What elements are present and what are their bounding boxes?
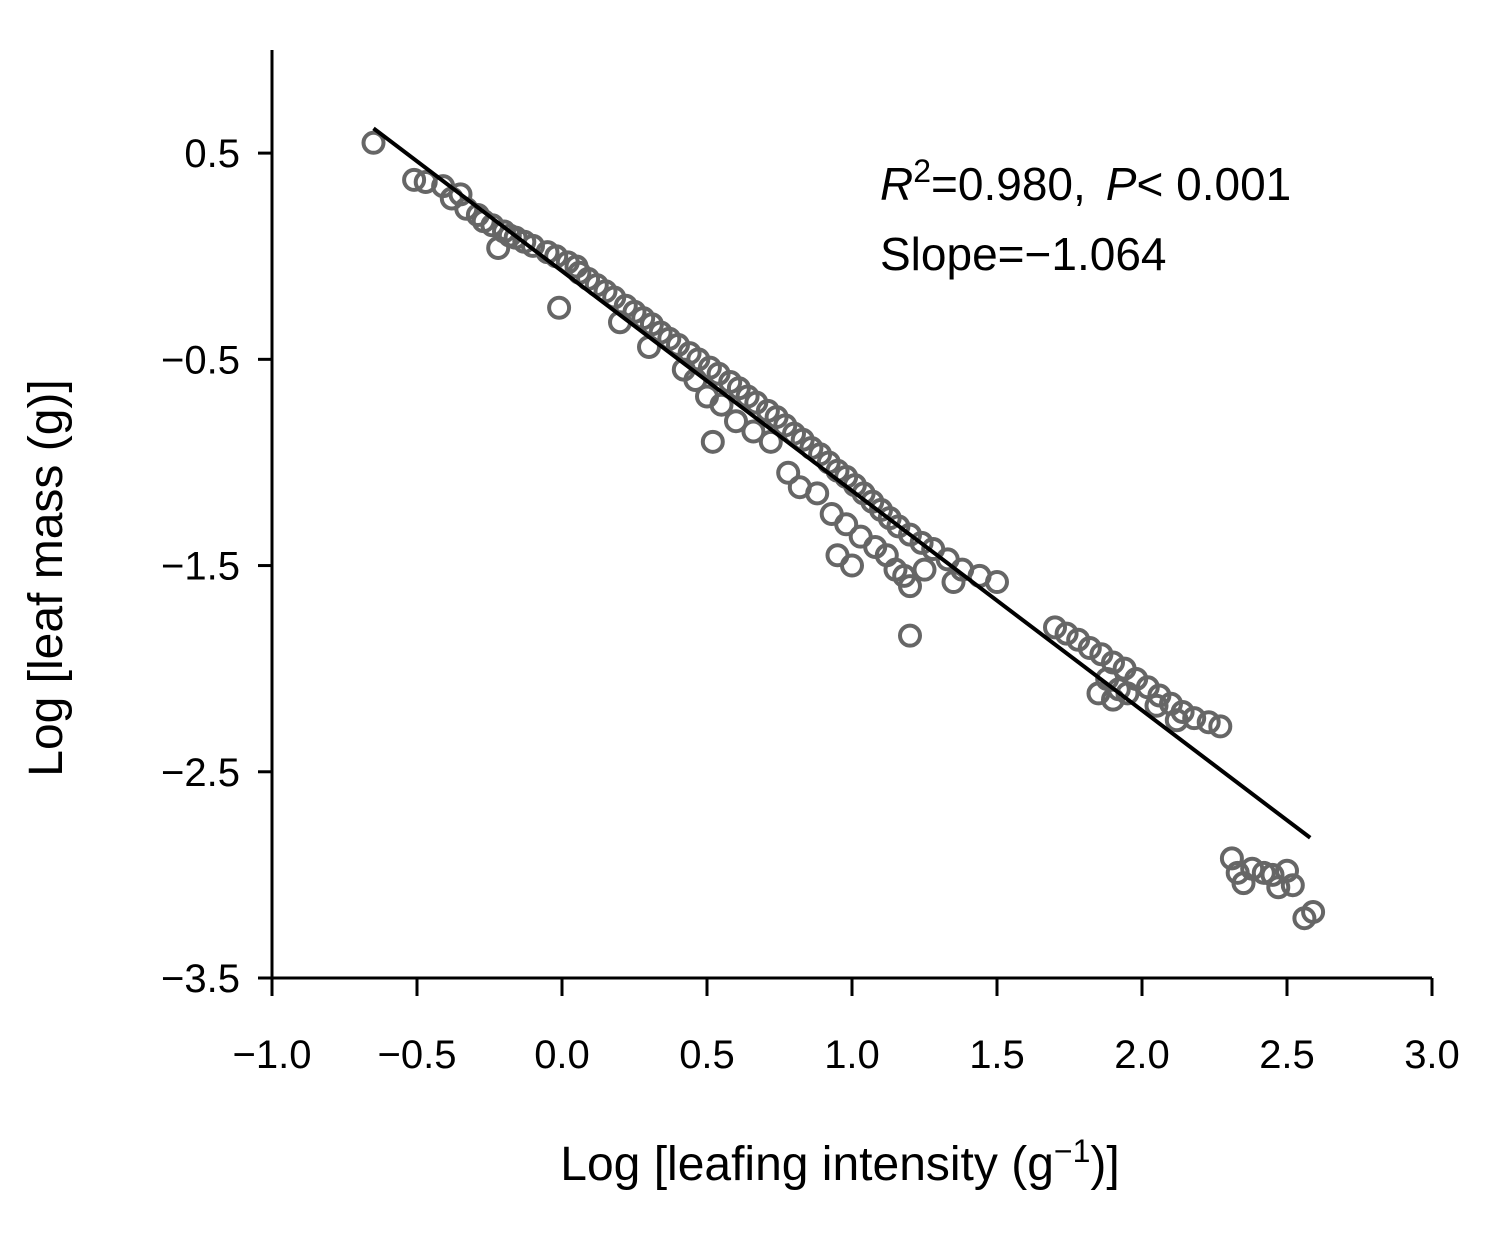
data-point (941, 570, 966, 595)
y-tick-label: −1.5 (161, 545, 240, 589)
x-tick-label: −0.5 (378, 1033, 457, 1077)
x-tick-label: −1.0 (233, 1033, 312, 1077)
data-point (1280, 873, 1305, 898)
data-point (898, 623, 922, 648)
y-tick-label: −3.5 (161, 957, 240, 1001)
data-point (1144, 693, 1169, 718)
data-point (497, 223, 522, 248)
y-axis-ticks: 0.5 −0.5 −1.5 −2.5 −3.5 (161, 132, 272, 1001)
data-point (776, 460, 801, 485)
data-point (985, 570, 1009, 595)
x-tick-label: 2.0 (1114, 1033, 1170, 1077)
y-tick-label: −2.5 (161, 751, 240, 795)
data-point (402, 167, 427, 192)
y-tick-label: 0.5 (184, 132, 240, 176)
data-point (361, 130, 386, 155)
data-point (912, 557, 937, 582)
data-point (741, 419, 766, 444)
y-axis-title: Log [leaf mass (g)] (20, 379, 73, 777)
x-tick-label: 1.5 (969, 1033, 1025, 1077)
slope-label: Slope=−1.064 (880, 228, 1167, 280)
data-point (834, 512, 859, 537)
data-point (724, 409, 748, 434)
data-point (805, 481, 830, 506)
data-point (1208, 714, 1233, 739)
x-tick-label: 1.0 (824, 1033, 880, 1077)
x-tick-label: 3.0 (1404, 1033, 1460, 1077)
data-point (1086, 681, 1111, 706)
data-point (1054, 621, 1079, 646)
r-squared-label: R2=0.980, P< 0.001 (880, 153, 1291, 210)
data-point (909, 530, 934, 555)
x-axis-ticks: −1.0 −0.5 0.0 0.5 1.0 1.5 2.0 2.5 3.0 (233, 978, 1460, 1077)
x-tick-label: 2.5 (1259, 1033, 1315, 1077)
data-point (700, 429, 725, 454)
data-point (892, 563, 917, 588)
data-point (1240, 856, 1265, 881)
data-point (1219, 846, 1244, 871)
data-point (1260, 862, 1285, 887)
data-point (1182, 706, 1207, 731)
data-point (1196, 710, 1221, 735)
data-point (1275, 858, 1299, 883)
data-points (361, 130, 1326, 931)
x-tick-label: 0.0 (534, 1033, 590, 1077)
data-point (1043, 615, 1067, 640)
x-axis-title: Log [leafing intensity (g−1)] (560, 1133, 1119, 1191)
data-point (758, 429, 783, 454)
y-tick-label: −0.5 (161, 338, 240, 382)
data-point (521, 233, 545, 258)
data-point (1301, 900, 1326, 925)
data-point (825, 543, 850, 568)
x-tick-label: 0.5 (679, 1033, 735, 1077)
data-point (547, 295, 572, 320)
data-point (1077, 636, 1102, 661)
data-point (1164, 708, 1189, 733)
stats-annotation: R2=0.980, P< 0.001 Slope=−1.064 (880, 153, 1291, 280)
regression-line (372, 126, 1312, 840)
data-point (709, 392, 734, 417)
